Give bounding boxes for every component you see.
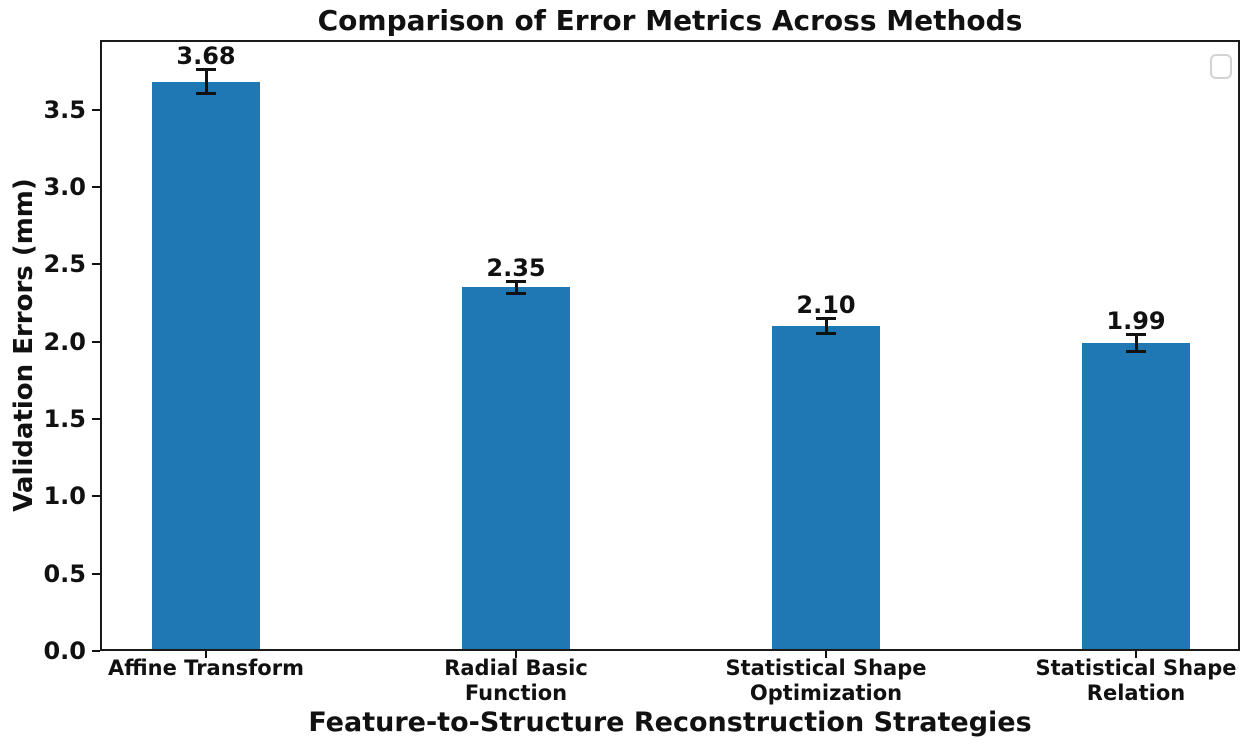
x-axis-label: Feature-to-Structure Reconstruction Stra… [308, 707, 1032, 738]
bar-statistical-shape-optimization [772, 326, 880, 649]
chart-title: Comparison of Error Metrics Across Metho… [317, 4, 1023, 37]
x-tick-label-line: Radial Basic [444, 656, 588, 680]
bar-radial-basic-function [462, 287, 570, 649]
bar-value-label: 3.68 [176, 42, 236, 71]
y-tick-label: 0.0 [43, 637, 86, 665]
x-tick-label: Radial Basic Function [386, 656, 646, 706]
y-tick-label: 2.5 [43, 250, 86, 279]
error-bar-line [205, 69, 208, 95]
x-tick-mark [1135, 651, 1137, 658]
y-tick-label: 0.5 [43, 559, 86, 588]
y-tick-mark [92, 340, 100, 343]
y-tick-mark [92, 185, 100, 188]
x-tick-label: Statistical Shape Relation [1006, 656, 1257, 706]
error-bar-cap-top [1126, 332, 1146, 336]
x-tick-label-line: Statistical Shape [1035, 656, 1237, 680]
plot-area [100, 40, 1240, 651]
y-tick-mark [92, 495, 100, 498]
bar-value-label: 1.99 [1106, 306, 1166, 335]
y-tick-mark [92, 572, 100, 575]
y-tick-mark [92, 650, 100, 652]
y-tick-label: 2.0 [43, 327, 86, 356]
y-tick-mark [92, 263, 100, 266]
bar-statistical-shape-relation [1082, 343, 1190, 649]
y-tick-label: 1.5 [43, 404, 86, 433]
x-tick-label-line: Relation [1086, 681, 1186, 705]
error-bar-cap-bottom [506, 291, 526, 295]
x-tick-label: Statistical Shape Optimization [696, 656, 956, 706]
x-tick-mark [205, 651, 207, 658]
x-tick-label-line: Function [464, 681, 568, 705]
y-tick-mark [92, 108, 100, 111]
y-tick-label: 3.5 [43, 95, 86, 124]
error-bar-cap-top [506, 280, 526, 284]
x-tick-label-line: Affine Transform [108, 656, 304, 680]
x-tick-mark [515, 651, 517, 658]
error-bar-cap-top [196, 68, 216, 72]
error-bar-cap-bottom [1126, 350, 1146, 354]
error-bar-cap-bottom [196, 92, 216, 96]
error-bar-cap-top [816, 317, 836, 321]
error-bar-line [825, 318, 828, 334]
y-tick-label: 1.0 [43, 482, 86, 511]
bar-value-label: 2.10 [796, 291, 856, 320]
y-tick-label: 3.0 [43, 172, 86, 201]
x-tick-label-line: Statistical Shape [725, 656, 927, 680]
x-tick-mark [825, 651, 827, 658]
bar-affine-transform [152, 81, 260, 649]
legend-box [1210, 54, 1232, 79]
y-tick-mark [92, 417, 100, 420]
x-tick-label: Affine Transform [76, 656, 336, 681]
bar-value-label: 2.35 [486, 254, 546, 283]
error-bar-line [515, 281, 518, 294]
error-bar-line [1135, 333, 1138, 353]
error-bar-cap-bottom [816, 331, 836, 335]
x-tick-label-line: Optimization [749, 681, 903, 705]
